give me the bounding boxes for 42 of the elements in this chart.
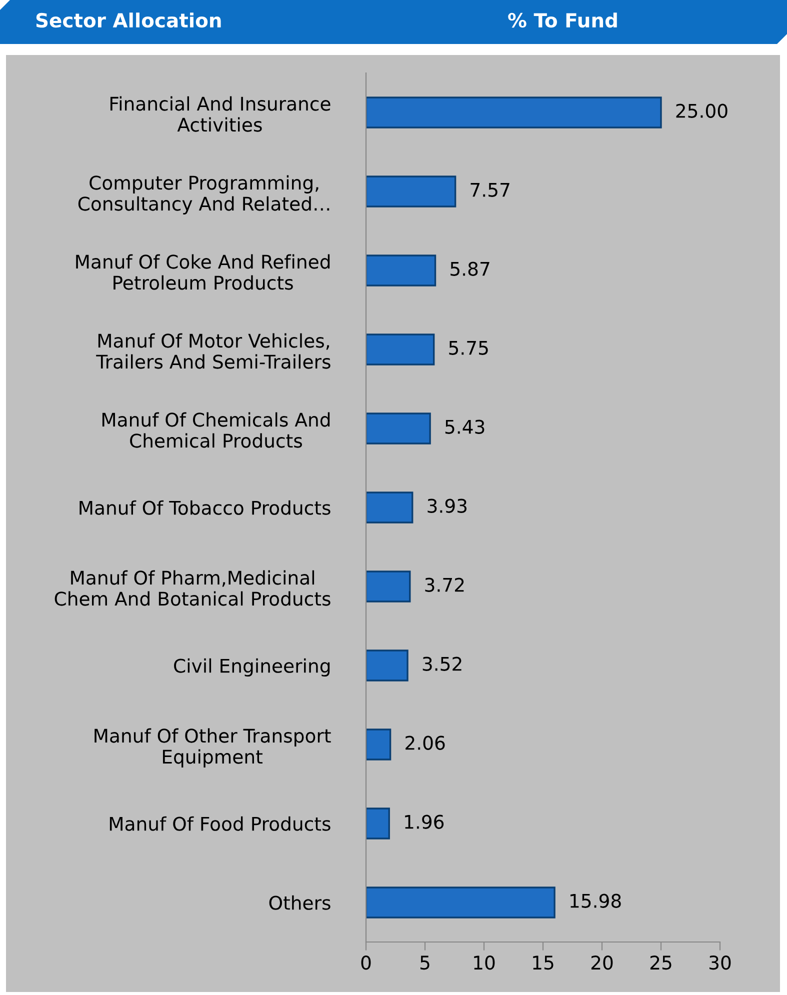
data-label: 25.00 <box>676 104 728 118</box>
data-label: 5.75 <box>449 341 488 355</box>
y-tick-label: Others <box>269 895 330 910</box>
data-label: 5.87 <box>450 262 490 276</box>
y-tick-label: Manuf Of Motor Vehicles, Trailers And Semi-Trailers <box>96 333 330 369</box>
x-tick-label: 10 <box>474 956 495 970</box>
data-label: 5.43 <box>445 420 484 434</box>
y-tick-label: Manuf Of Tobacco Products <box>80 500 330 515</box>
x-tick-label: 0 <box>361 956 371 970</box>
y-tick-label: Manuf Of Other Transport Equipment <box>94 728 331 768</box>
bar <box>366 176 456 208</box>
bar <box>366 886 556 918</box>
bar <box>366 808 390 840</box>
data-label: 2.06 <box>406 736 445 750</box>
y-tick-label: Manuf Of Pharm,Medicinal Chem And Botanical Products <box>54 570 330 606</box>
y-tick-label: Manuf Of Coke And Refined Petroleum Products <box>76 254 330 290</box>
x-tick-label: 20 <box>591 956 613 970</box>
y-tick-label: Manuf Of Food Products <box>110 816 330 831</box>
bar <box>366 728 392 760</box>
data-label: 3.72 <box>425 578 464 592</box>
y-tick-label: Financial And Insurance Activities <box>110 96 330 132</box>
y-tick-label: Civil Engineering <box>174 658 330 677</box>
y-tick-label: Computer Programming, Consultancy And Related… <box>78 175 330 214</box>
data-label: 1.96 <box>405 814 444 829</box>
bar <box>366 492 414 524</box>
x-tick-label: 30 <box>710 956 731 970</box>
data-label: 7.57 <box>470 183 510 197</box>
bar <box>366 334 435 366</box>
x-tick-label: 25 <box>650 956 672 970</box>
bar <box>366 570 411 602</box>
x-tick-label: 5 <box>420 956 430 970</box>
chart-subtitle: % To Fund <box>508 12 617 28</box>
bar <box>366 254 436 286</box>
data-label: 15.98 <box>570 894 621 908</box>
bar <box>366 650 408 682</box>
bar <box>366 412 431 444</box>
x-tick-label: 15 <box>533 956 554 970</box>
bar <box>366 96 662 128</box>
y-tick-label: Manuf Of Chemicals And Chemical Products <box>102 412 330 448</box>
text: Sector Allocation <box>36 12 221 28</box>
data-label: 3.52 <box>422 656 462 671</box>
data-label: 3.93 <box>428 498 467 513</box>
